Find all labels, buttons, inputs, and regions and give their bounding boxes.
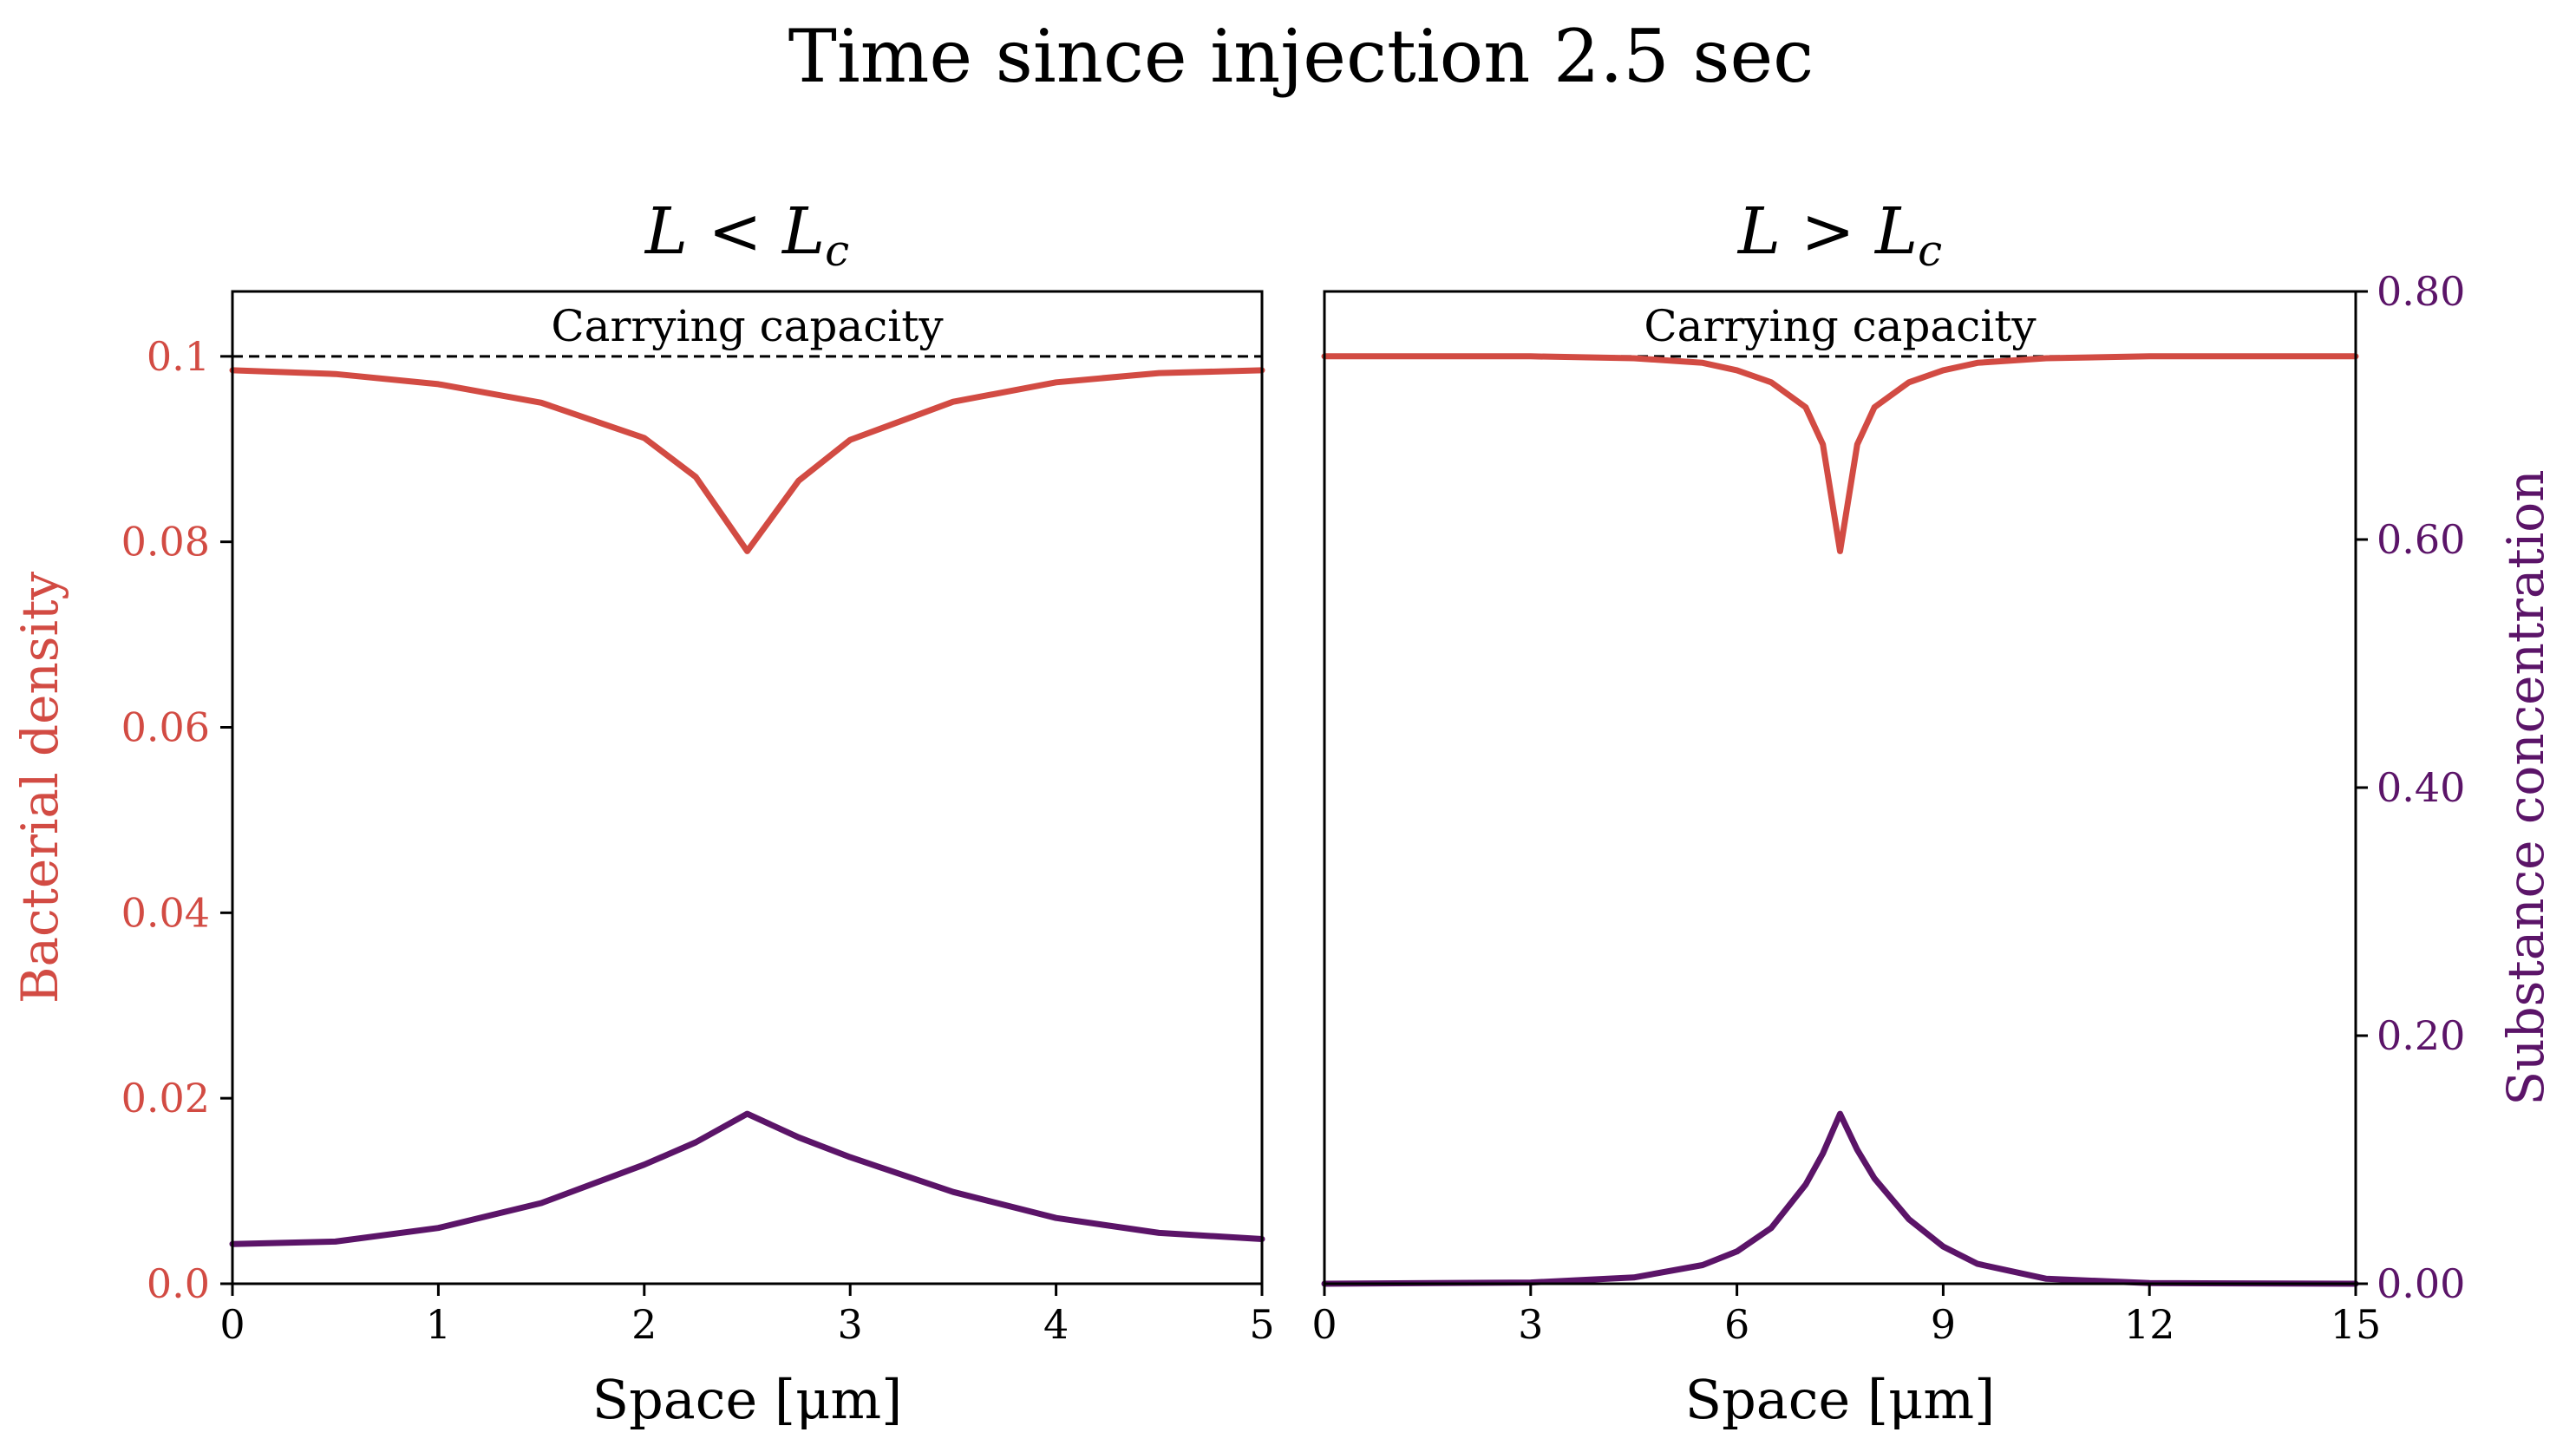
carrying-capacity-label: Carrying capacity (551, 301, 944, 351)
x-tick-label: 9 (1931, 1301, 1956, 1348)
y-right-tick-label: 0.00 (2377, 1260, 2465, 1307)
y-left-tick-label: 0.08 (121, 519, 210, 566)
y-left-tick-label: 0.0 (147, 1260, 210, 1307)
substance-series-line (1321, 1110, 2359, 1287)
x-tick-label: 5 (1249, 1301, 1274, 1348)
panel-title: L > Lc (1736, 194, 1942, 276)
x-axis-label: Space [μm] (592, 1368, 903, 1431)
panel-right: L > Lc Carrying capacity 0 3 6 9 12 15 Space [μm… (1311, 194, 2555, 1431)
x-tick-label: 6 (1724, 1301, 1749, 1348)
x-tick-label: 1 (426, 1301, 451, 1348)
x-tick-label: 4 (1043, 1301, 1069, 1348)
y-right-tick-label: 0.40 (2377, 764, 2465, 811)
panel-title-subscript: c (825, 226, 849, 276)
x-tick-label: 0 (219, 1301, 245, 1348)
y-left-tick-label: 0.1 (147, 333, 210, 380)
x-axis-label: Space [μm] (1685, 1368, 1996, 1431)
y-right-axis-label: Substance concentration (2496, 469, 2555, 1105)
x-tick-label: 2 (631, 1301, 657, 1348)
panel-title-subscript: c (1918, 226, 1942, 276)
y-left-tick-label: 0.02 (121, 1075, 210, 1122)
y-right-tick-label: 0.20 (2377, 1012, 2465, 1059)
y-right-tick-label: 0.80 (2377, 268, 2465, 315)
x-tick-label: 15 (2331, 1301, 2382, 1348)
x-tick-label: 0 (1311, 1301, 1337, 1348)
bacteria-series-line (229, 367, 1265, 554)
substance-series-line (229, 1110, 1265, 1247)
panel-title: L < Lc (644, 194, 849, 276)
panel-left: L < Lc Carrying capacity 0 1 2 3 4 5 Space [μm] 0… (10, 194, 1275, 1431)
y-right-tick-label: 0.60 (2377, 516, 2465, 563)
figure-title: Time since injection 2.5 sec (788, 14, 1814, 99)
axes-frame (231, 290, 1264, 1285)
x-tick-label: 12 (2124, 1301, 2175, 1348)
x-tick-label: 3 (838, 1301, 863, 1348)
bacteria-series-line (1321, 353, 2359, 554)
panel-title-main: L < L (644, 194, 825, 269)
panel-title-main: L > L (1736, 194, 1918, 269)
carrying-capacity-label: Carrying capacity (1644, 301, 2037, 351)
y-left-tick-label: 0.06 (121, 704, 210, 751)
x-tick-label: 3 (1518, 1301, 1543, 1348)
y-left-axis-label: Bacterial density (10, 572, 69, 1004)
y-left-tick-label: 0.04 (121, 889, 210, 936)
